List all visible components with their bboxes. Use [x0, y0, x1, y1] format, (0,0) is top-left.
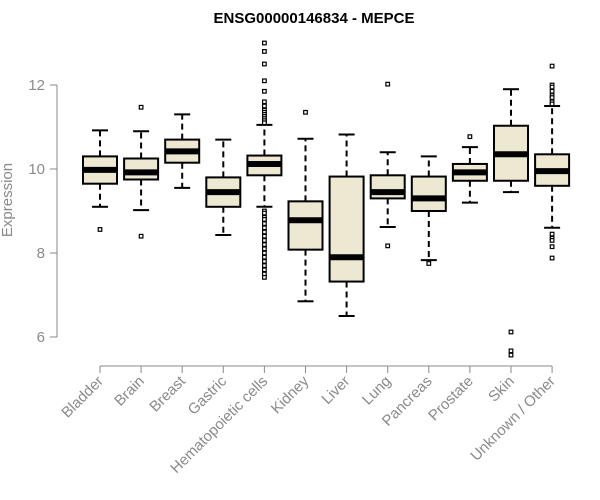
- outlier-point: [508, 348, 514, 354]
- outlier-point: [508, 352, 514, 358]
- outlier-point: [138, 233, 144, 239]
- x-tick-label: Lung: [359, 373, 395, 409]
- outlier-point: [138, 104, 144, 110]
- box-hematopoietic-cells: [246, 40, 283, 280]
- x-tick-label: Bladder: [58, 373, 107, 422]
- outlier-point: [385, 81, 391, 87]
- outlier-point: [549, 95, 555, 101]
- outlier-point: [262, 238, 267, 243]
- x-tick-label: Prostate: [425, 373, 477, 425]
- x-tick-label: Brain: [111, 373, 148, 410]
- box-bladder: [82, 129, 118, 232]
- outlier-point: [467, 134, 473, 140]
- outlier-point: [262, 48, 267, 54]
- outlier-point: [262, 120, 267, 126]
- outlier-point: [549, 101, 555, 107]
- outlier-point: [262, 263, 267, 268]
- box-iqr: [123, 157, 160, 181]
- box-prostate: [451, 134, 488, 204]
- outlier-point: [262, 210, 267, 216]
- box-iqr: [287, 200, 324, 251]
- outlier-point: [262, 250, 267, 256]
- box-pancreas: [410, 155, 447, 266]
- box-iqr: [410, 175, 447, 212]
- outlier-point: [262, 233, 267, 239]
- outlier-point: [549, 231, 555, 237]
- box-kidney: [287, 109, 324, 303]
- outlier-point: [303, 109, 308, 115]
- y-tick-label-8: 8: [37, 245, 45, 262]
- box-breast: [164, 113, 201, 189]
- chart-title: ENSG00000146834 - MEPCE: [214, 10, 415, 27]
- x-tick-label: Liver: [318, 373, 353, 408]
- outlier-point: [549, 244, 555, 250]
- outlier-point: [549, 84, 555, 90]
- outlier-point: [262, 88, 267, 94]
- x-tick-label: Breast: [146, 372, 189, 415]
- outlier-point: [262, 217, 267, 222]
- outlier-point: [426, 261, 432, 266]
- outlier-point: [262, 99, 267, 105]
- x-tick-label: Kidney: [268, 372, 313, 417]
- y-axis-title: Expression: [0, 163, 16, 237]
- outlier-point: [262, 229, 267, 235]
- box-unknown-other: [534, 63, 571, 261]
- outlier-point: [549, 63, 555, 69]
- outlier-point: [262, 246, 267, 252]
- box-gastric: [205, 138, 242, 236]
- y-tick-label-10: 10: [28, 161, 45, 178]
- outlier-point: [262, 274, 267, 280]
- box-brain: [123, 104, 160, 239]
- outlier-point: [262, 221, 267, 227]
- outlier-point: [508, 329, 514, 335]
- outlier-point: [549, 255, 555, 261]
- outlier-point: [262, 267, 267, 273]
- box-iqr: [328, 175, 365, 283]
- outlier-point: [262, 103, 267, 109]
- outlier-point: [262, 61, 267, 67]
- y-tick-label-12: 12: [28, 77, 45, 94]
- box-series: [82, 40, 571, 358]
- outlier-point: [262, 225, 267, 231]
- outlier-point: [262, 242, 267, 248]
- outlier-point: [549, 238, 555, 243]
- outlier-point: [97, 227, 103, 232]
- outlier-point: [549, 88, 555, 94]
- x-tick-label: Skin: [485, 373, 518, 406]
- outlier-point: [262, 78, 267, 84]
- y-axis: 6 8 10 12: [28, 77, 58, 346]
- outlier-point: [262, 254, 267, 260]
- outlier-point: [385, 243, 391, 249]
- outlier-point: [262, 40, 267, 46]
- y-tick-label-6: 6: [37, 329, 45, 346]
- outlier-point: [262, 259, 267, 264]
- box-lung: [369, 81, 406, 249]
- box-skin: [493, 88, 529, 358]
- box-liver: [328, 133, 365, 317]
